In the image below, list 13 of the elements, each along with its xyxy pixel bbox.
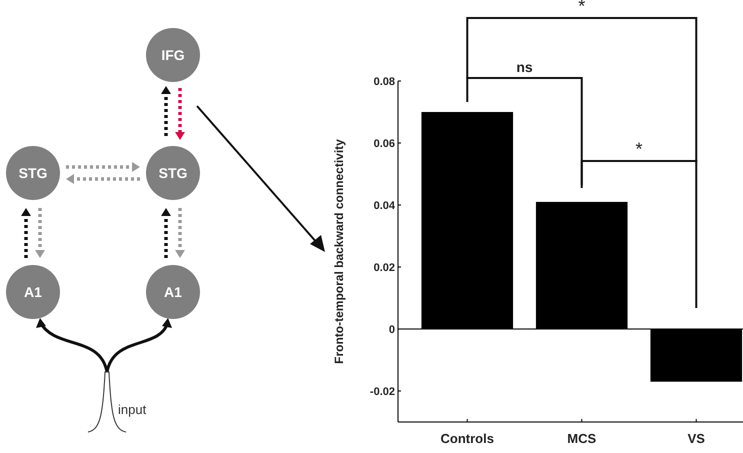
text: ns <box>516 59 533 75</box>
x-tick-label: Controls <box>440 431 494 446</box>
y-tick-label: 0.04 <box>374 200 396 212</box>
y-tick-label: 0 <box>388 324 395 336</box>
x-tick-label: MCS <box>567 431 597 446</box>
y-axis-title: Fronto-temporal backward connectivity <box>332 138 346 364</box>
network-diagram: IFG STG STG A1 A1 input <box>6 28 200 432</box>
x-tick-label: VS <box>688 431 706 446</box>
annotation: * <box>635 139 643 159</box>
y-tick-label: 0.08 <box>374 76 395 88</box>
y-tick-label: -0.02 <box>370 386 395 398</box>
y-tick-label: 0.02 <box>374 262 395 274</box>
y-tick-label: 0.06 <box>374 138 395 150</box>
